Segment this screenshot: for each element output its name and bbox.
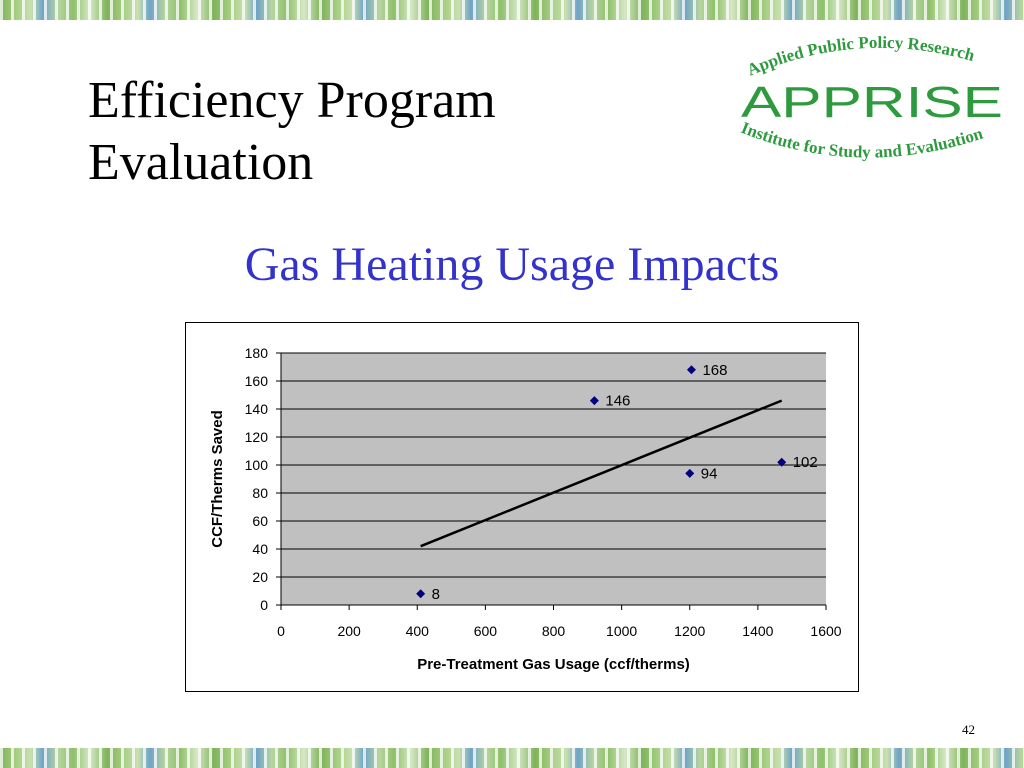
y-tick-label: 120 bbox=[245, 429, 269, 445]
x-tick-label: 800 bbox=[542, 623, 566, 639]
data-point-marker bbox=[685, 468, 695, 478]
y-tick-label: 0 bbox=[260, 597, 268, 613]
x-tick-label: 1000 bbox=[606, 623, 637, 639]
decorative-top-band bbox=[0, 0, 1024, 20]
chart-frame: 0 20 40 60 80 100 120 140 160 180 0 200 400 600 800 100… bbox=[185, 322, 859, 692]
x-tick-label: 200 bbox=[337, 623, 361, 639]
scatter-chart: 0 20 40 60 80 100 120 140 160 180 0 200 400 600 800 100… bbox=[209, 345, 842, 673]
y-tick-label: 180 bbox=[245, 345, 269, 361]
y-tick-label: 80 bbox=[252, 485, 268, 501]
x-tick-label: 1600 bbox=[810, 623, 841, 639]
data-point-label: 8 bbox=[432, 586, 440, 603]
data-point-label: 94 bbox=[701, 465, 718, 482]
slide-title-line-1: Efficiency Program bbox=[88, 72, 496, 129]
y-axis-title: CCF/Therms Saved bbox=[209, 410, 226, 548]
page-number: 42 bbox=[962, 722, 975, 737]
x-tick-label: 400 bbox=[406, 623, 430, 639]
x-tick-label: 1200 bbox=[674, 623, 705, 639]
x-tick-label: 600 bbox=[474, 623, 498, 639]
trendline bbox=[420, 399, 783, 548]
y-tick-label: 140 bbox=[245, 401, 269, 417]
logo-top-text: Applied Public Policy Research bbox=[744, 33, 977, 80]
x-tick-label: 1400 bbox=[742, 623, 773, 639]
decorative-bottom-band bbox=[0, 748, 1024, 768]
data-point-marker bbox=[416, 589, 426, 599]
y-tick-label: 100 bbox=[245, 457, 269, 473]
data-point-marker bbox=[589, 396, 599, 406]
data-point-marker bbox=[777, 457, 787, 467]
x-axis-title: Pre-Treatment Gas Usage (ccf/therms) bbox=[417, 656, 690, 673]
y-tick-label: 40 bbox=[252, 541, 268, 557]
data-point-label: 146 bbox=[605, 393, 630, 410]
y-tick-label: 60 bbox=[252, 513, 268, 529]
x-tick-label: 0 bbox=[277, 623, 285, 639]
y-tick-label: 20 bbox=[252, 569, 268, 585]
slide-title-line-2: Evaluation bbox=[88, 134, 314, 191]
plot-area bbox=[281, 353, 826, 605]
apprise-logo: Applied Public Policy Research APPRISE I… bbox=[739, 33, 1003, 162]
y-tick-label: 160 bbox=[245, 373, 269, 389]
data-point-label: 102 bbox=[793, 454, 818, 471]
data-point-marker bbox=[686, 365, 696, 375]
logo-name: APPRISE bbox=[741, 78, 1003, 127]
chart-heading: Gas Heating Usage Impacts bbox=[244, 238, 780, 291]
data-point-label: 168 bbox=[702, 362, 727, 379]
slide-title: Efficiency Program Evaluation bbox=[88, 70, 496, 194]
